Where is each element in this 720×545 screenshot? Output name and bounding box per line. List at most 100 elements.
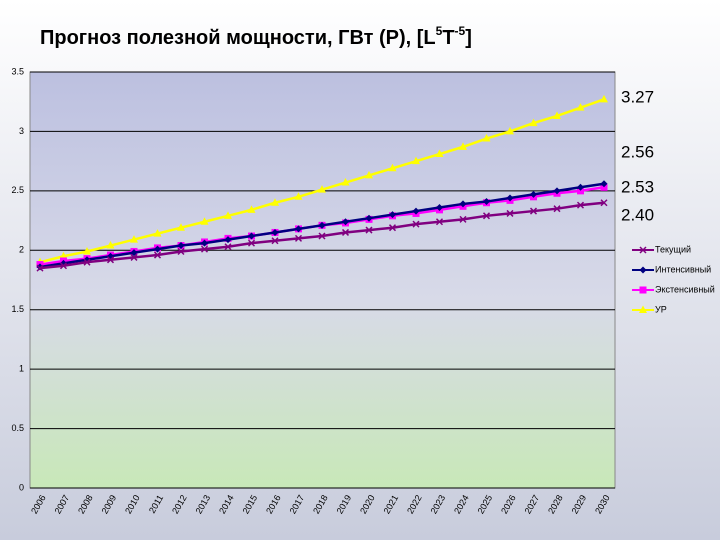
marker	[177, 223, 185, 231]
marker	[412, 220, 420, 228]
legend-label: Интенсивный	[655, 264, 711, 274]
marker	[436, 203, 443, 211]
marker	[341, 228, 350, 236]
marker	[388, 224, 397, 232]
title-part: ]	[465, 27, 472, 49]
annotation: 2.53	[621, 177, 654, 196]
marker	[271, 237, 279, 245]
marker	[506, 194, 514, 202]
marker	[177, 247, 185, 256]
marker	[482, 212, 491, 220]
marker	[247, 239, 256, 247]
marker	[389, 211, 396, 219]
marker	[577, 187, 584, 195]
marker	[600, 183, 608, 191]
marker	[295, 225, 302, 233]
plot-area	[29, 71, 616, 489]
marker	[36, 264, 44, 272]
annotation: 2.40	[621, 205, 654, 224]
y-tick-label: 1	[19, 364, 24, 374]
marker	[412, 156, 420, 165]
title-part: Прогноз полезной мощности, ГВт (P), [L	[40, 27, 436, 49]
marker	[318, 221, 326, 229]
marker	[529, 207, 538, 215]
marker	[600, 180, 608, 188]
marker	[435, 218, 444, 226]
marker	[154, 245, 161, 253]
marker	[294, 234, 303, 242]
marker	[201, 239, 208, 247]
marker	[365, 214, 373, 222]
y-tick-label: 3.5	[11, 66, 24, 76]
marker	[459, 200, 467, 208]
marker	[153, 229, 162, 237]
marker	[153, 251, 162, 259]
marker	[600, 94, 608, 103]
annotation: 3.27	[621, 87, 654, 106]
marker	[412, 207, 420, 215]
marker	[59, 251, 68, 260]
y-tick-label: 0.5	[11, 423, 24, 433]
y-tick-label: 2	[19, 245, 24, 255]
marker	[600, 199, 608, 207]
marker	[224, 236, 232, 244]
y-tick-label: 1.5	[11, 304, 24, 314]
legend-label: УР	[655, 304, 667, 314]
title-sup: 5	[436, 24, 443, 38]
marker	[83, 246, 91, 255]
marker	[247, 205, 256, 213]
marker	[576, 201, 585, 209]
marker	[435, 149, 444, 158]
marker	[224, 211, 232, 219]
marker	[483, 198, 490, 206]
marker	[459, 215, 467, 223]
marker	[459, 142, 467, 150]
chart-title: Прогноз полезной мощности, ГВт (P), [L5T…	[40, 24, 472, 49]
legend-marker	[639, 286, 647, 294]
title-part: T	[442, 27, 454, 49]
marker	[530, 190, 537, 198]
marker	[506, 209, 514, 217]
marker	[106, 256, 115, 264]
marker	[553, 187, 561, 195]
marker	[365, 226, 373, 234]
marker	[506, 126, 514, 135]
marker	[577, 183, 584, 191]
marker	[553, 111, 561, 119]
marker	[248, 232, 255, 240]
marker	[529, 118, 538, 127]
marker	[59, 262, 68, 270]
legend-label: Экстенсивный	[655, 284, 715, 294]
marker	[106, 241, 115, 249]
marker	[271, 198, 279, 206]
marker	[294, 192, 303, 200]
marker	[130, 253, 138, 261]
marker	[200, 245, 209, 253]
y-tick-label: 3	[19, 126, 24, 136]
marker	[482, 134, 491, 142]
marker	[318, 185, 326, 193]
marker	[318, 232, 326, 240]
marker	[342, 218, 349, 226]
marker	[83, 258, 91, 266]
marker	[341, 178, 350, 186]
legend-label: Текущий	[655, 244, 691, 254]
marker	[130, 249, 138, 257]
y-tick-label: 0	[19, 482, 24, 492]
marker	[576, 103, 585, 111]
marker	[177, 242, 185, 250]
marker	[130, 235, 138, 243]
legend-marker	[639, 246, 647, 254]
marker	[388, 163, 397, 172]
marker	[365, 170, 373, 179]
y-tick-label: 2.5	[11, 185, 24, 195]
marker	[271, 228, 279, 236]
title-sup: -5	[455, 24, 466, 38]
legend-marker	[639, 305, 647, 313]
marker	[224, 243, 232, 251]
marker	[553, 205, 561, 213]
marker	[200, 217, 209, 225]
annotation: 2.56	[621, 142, 654, 161]
